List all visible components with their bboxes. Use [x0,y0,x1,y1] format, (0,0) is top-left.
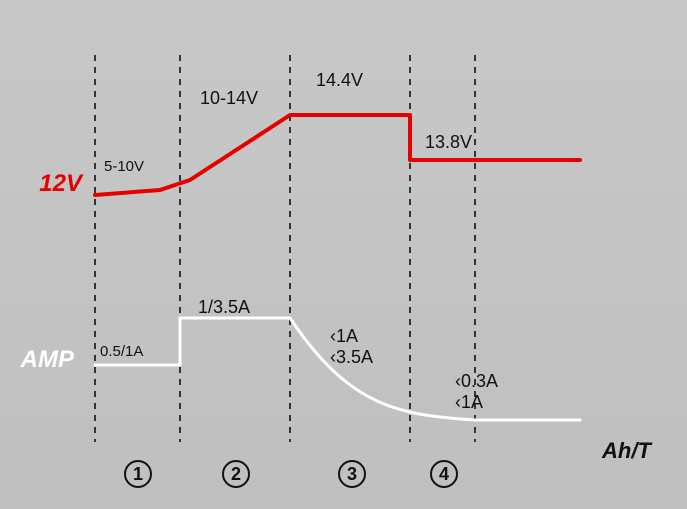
phase-marker-4: 4 [430,460,458,488]
voltage-annotation: 14.4V [316,70,363,91]
current-annotation: 0.5/1A [100,343,143,360]
x-axis-label: Ah/T [602,438,651,464]
current-annotation: 1/3.5A [198,297,250,318]
voltage-axis-label: 12V [12,170,82,198]
voltage-annotation: 5-10V [104,158,144,175]
current-axis-label: AMP [4,346,74,374]
phase-marker-3: 3 [338,460,366,488]
current-annotation: ‹0.3A‹1A [455,371,498,412]
phase-marker-2: 2 [222,460,250,488]
voltage-annotation: 13.8V [425,132,472,153]
current-annotation: ‹1A‹3.5A [330,326,373,367]
chart-canvas: 12V AMP Ah/T 5-10V 10-14V 14.4V 13.8V 0.5/1A… [0,0,687,509]
phase-marker-1: 1 [124,460,152,488]
voltage-annotation: 10-14V [200,88,258,109]
